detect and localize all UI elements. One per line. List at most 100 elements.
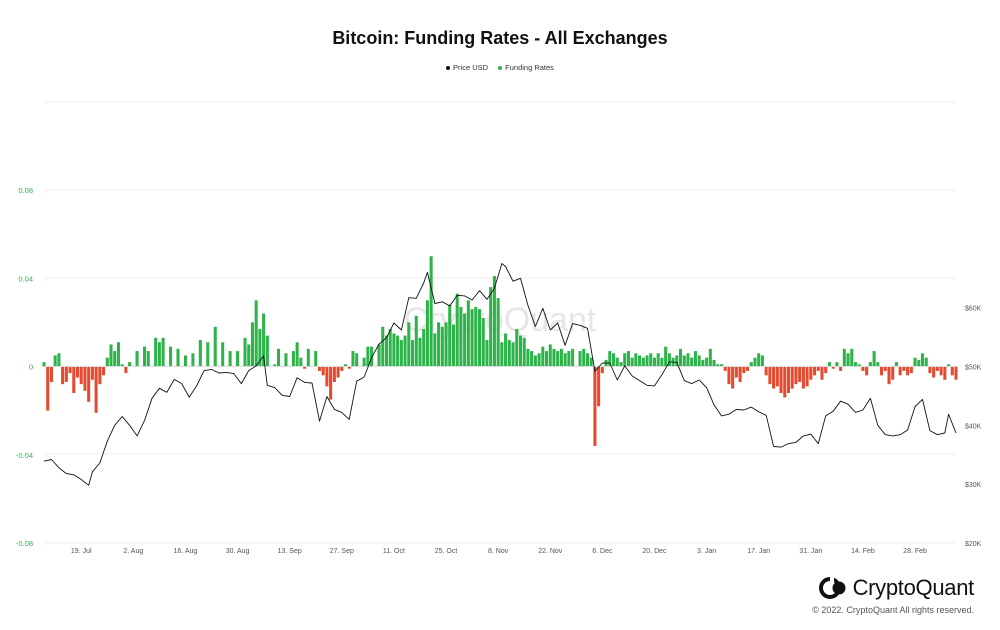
funding-rate-bar [537, 353, 541, 367]
funding-rate-bar [124, 366, 128, 374]
left-axis-tick-label: -0.04 [16, 451, 33, 460]
funding-rate-bar [883, 366, 887, 371]
funding-rate-bar [719, 364, 724, 367]
funding-rate-bar [61, 366, 65, 385]
funding-rate-bar [46, 366, 50, 411]
funding-rate-bar [559, 348, 563, 367]
funding-rate-bar [589, 357, 593, 367]
funding-rate-bar [459, 306, 463, 367]
funding-rate-bar [753, 357, 757, 367]
funding-rate-bar [593, 366, 597, 446]
chart-legend: Price USD Funding Rates [0, 63, 1000, 72]
funding-rate-bar [857, 364, 861, 367]
funding-rate-bar [794, 366, 798, 385]
funding-rate-bar [649, 353, 653, 367]
funding-rate-bar [656, 353, 660, 367]
funding-rate-bar [861, 366, 865, 371]
funding-rate-bar [478, 309, 482, 367]
funding-rate-bar [422, 328, 426, 367]
funding-rate-bar [667, 353, 671, 367]
funding-legend-dot-icon [498, 66, 503, 71]
funding-rate-bar [198, 340, 202, 367]
funding-rate-bar [336, 366, 340, 378]
funding-rate-bar [865, 366, 869, 376]
funding-rate-bar [664, 346, 668, 367]
funding-rate-bar [872, 351, 876, 367]
funding-rate-bar [846, 353, 850, 367]
cryptoquant-logo-icon [818, 577, 846, 599]
funding-rate-bar [366, 346, 370, 367]
funding-rate-bar [314, 351, 318, 367]
right-axis-tick-label: $30K [965, 482, 982, 489]
funding-rate-chart: CryptoQuant 0.08 0.04 0 -0.04 -0.08 $60K $50K… [16, 101, 982, 555]
x-axis-tick-label: 16. Aug [174, 548, 198, 555]
x-axis-tick-label: 2. Aug [123, 548, 143, 555]
funding-rate-bar [489, 287, 493, 367]
funding-rate-bar [470, 309, 474, 367]
funding-rate-bar [816, 366, 820, 371]
funding-rate-bar [913, 357, 917, 367]
legend-item-funding[interactable]: Funding Rates [498, 63, 554, 72]
funding-rate-bar [917, 359, 921, 367]
funding-rate-bar [500, 342, 504, 367]
funding-rate-bar [407, 322, 411, 367]
x-axis-tick-label: 28. Feb [903, 548, 927, 555]
copyright-text: © 2022. CryptoQuant All rights reserved. [812, 605, 974, 615]
funding-rate-bar [842, 348, 846, 367]
funding-rate-bar [437, 322, 441, 367]
funding-rate-bar [299, 357, 303, 367]
funding-rate-bar [68, 366, 72, 374]
left-axis-tick-label: 0.04 [18, 274, 33, 283]
funding-rate-bar [433, 333, 437, 367]
funding-rate-bar [351, 351, 355, 367]
funding-rate-bar [608, 351, 612, 367]
funding-rate-bar [105, 357, 109, 367]
funding-rate-bar [652, 357, 657, 367]
funding-rate-bar [760, 355, 764, 367]
funding-rate-bar [79, 366, 83, 385]
funding-rate-bar [723, 366, 727, 371]
funding-rate-bar [779, 366, 783, 393]
funding-rate-bar [120, 364, 124, 367]
legend-item-price[interactable]: Price USD [446, 63, 488, 72]
funding-rate-bar [790, 366, 794, 389]
funding-rate-bar [418, 337, 422, 367]
funding-rate-bar [116, 342, 120, 367]
x-axis-tick-label: 25. Oct [435, 548, 458, 555]
funding-rate-bar [775, 366, 779, 387]
funding-rate-bar [708, 348, 712, 367]
funding-rate-bar [325, 366, 329, 387]
funding-rate-bar [384, 335, 388, 367]
x-axis-tick-label: 13. Sep [278, 548, 302, 555]
funding-rate-bar [623, 353, 627, 367]
funding-rate-bar [448, 304, 452, 367]
funding-rate-bar [727, 366, 731, 385]
funding-rate-bar [518, 335, 522, 367]
funding-rate-bar [496, 298, 500, 367]
funding-rate-bar [742, 366, 746, 374]
funding-rate-bar [332, 366, 336, 382]
x-axis-tick-label: 20. Dec [642, 548, 667, 555]
funding-rate-bar [853, 362, 858, 367]
funding-rate-bar [749, 362, 753, 367]
funding-rate-bar [474, 306, 478, 367]
funding-rate-bar [176, 348, 180, 367]
funding-rate-bar [626, 351, 630, 367]
funding-rate-bar [57, 353, 61, 367]
funding-rate-bar [909, 366, 913, 374]
funding-rate-bar [850, 348, 854, 367]
x-axis-tick-label: 11. Oct [383, 548, 405, 555]
funding-rate-bar [98, 366, 102, 385]
funding-rate-bar [894, 362, 898, 367]
funding-rate-bar [887, 366, 891, 385]
funding-rate-bar [783, 366, 787, 398]
funding-rate-bar [276, 348, 281, 367]
funding-rate-bar [645, 355, 649, 367]
funding-rate-bar [552, 348, 556, 367]
funding-rate-bar [347, 366, 351, 369]
funding-rate-bar [243, 337, 247, 367]
funding-rate-bar [463, 313, 467, 367]
funding-rate-bar [757, 353, 761, 367]
funding-rate-bar [898, 366, 902, 376]
right-axis-tick-label: $60K [965, 306, 982, 313]
